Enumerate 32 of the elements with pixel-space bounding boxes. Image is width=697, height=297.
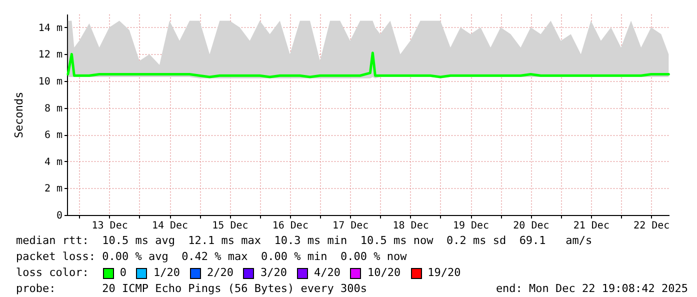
y-tick-label: 12 m bbox=[38, 50, 62, 61]
x-tick-label: 16 Dec bbox=[272, 220, 308, 232]
y-tick-label: 8 m bbox=[44, 103, 62, 114]
y-tick-label: 14 m bbox=[38, 22, 62, 34]
y-tick-label: 10 m bbox=[38, 76, 62, 88]
x-tick-label: 13 Dec bbox=[92, 220, 128, 232]
legend-label: 4/20 bbox=[314, 265, 340, 281]
x-tick-label: 15 Dec bbox=[212, 220, 248, 232]
x-tick-label: 17 Dec bbox=[332, 220, 369, 232]
legend-label: 19/20 bbox=[428, 265, 461, 281]
line-series bbox=[66, 52, 670, 78]
text: packet loss: 0.00 % avg 0.42 % max 0.00 % min 0.00 % now bbox=[16, 249, 408, 265]
y-tick-label: 4 m bbox=[44, 156, 62, 168]
x-tick-label: 22 Dec bbox=[634, 220, 670, 232]
legend-title: loss color: bbox=[16, 265, 89, 281]
x-tick-label: 20 Dec bbox=[513, 220, 550, 232]
y-tick-label: 2 m bbox=[44, 184, 62, 195]
x-tick-label: 21 Dec bbox=[573, 220, 610, 232]
y-tick-label: 6 m bbox=[44, 130, 62, 142]
x-tick-label: 19 Dec bbox=[452, 220, 490, 232]
legend-label: 3/20 bbox=[260, 265, 287, 281]
legend-label: 2/20 bbox=[206, 265, 234, 281]
y-axis-title: Seconds bbox=[12, 92, 26, 138]
legend-label: 0 bbox=[120, 265, 126, 281]
text: median rtt: 10.5 ms avg 12.1 ms max 10.3 ms min 10.5 ms now 0.2 ms sd 69.1 am/s bbox=[16, 233, 594, 249]
x-tick-label: 18 Dec bbox=[392, 220, 429, 232]
y-tick-label: 0 bbox=[56, 210, 62, 222]
text: end: Mon Dec 22 19:08:42 2025 bbox=[496, 281, 688, 297]
legend-label: 10/20 bbox=[367, 265, 401, 281]
legend-label: 1/20 bbox=[153, 265, 180, 281]
text: probe: 20 ICMP Echo Pings (56 Bytes) every 300s bbox=[16, 281, 367, 297]
x-tick-label: 14 Dec bbox=[152, 220, 188, 232]
